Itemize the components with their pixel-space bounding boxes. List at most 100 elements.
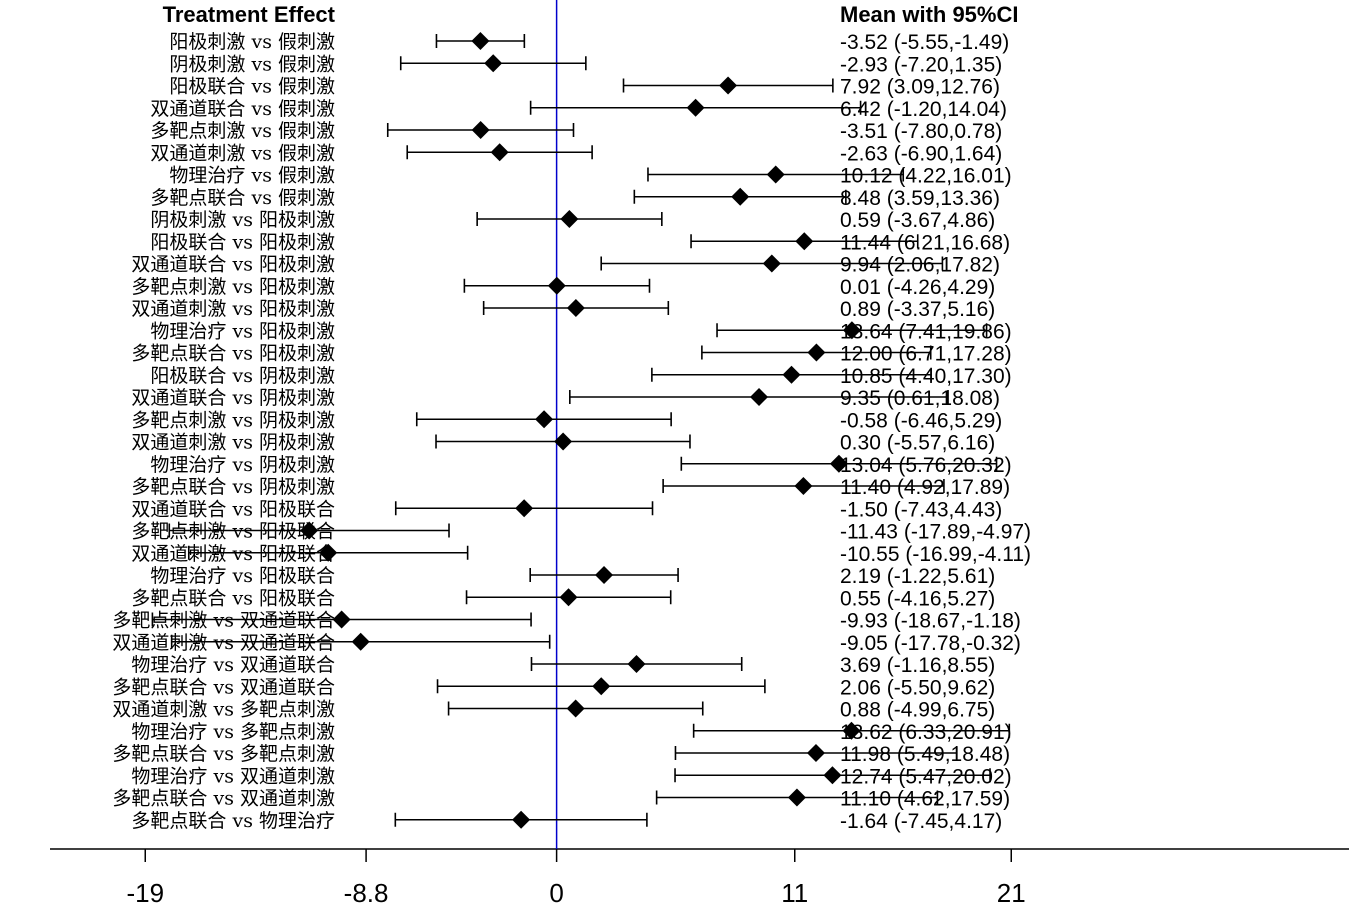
ci-value-label: 12.00 (6.71,17.28) [840,343,1012,366]
mean-marker [560,210,579,228]
x-tick-label: 0 [549,878,563,908]
comparison-label: 多靶点联合 vs 物理治疗 [131,810,335,832]
ci-value-label: 0.55 (-4.16,5.27) [840,587,995,610]
ci-value-label: 13.64 (7.41,19.86) [840,320,1012,343]
forest-row: 物理治疗 vs 阴极刺激 13.04 (5.76,20.32) [150,454,1011,477]
forest-row: 阴极刺激 vs 假刺激 -2.93 (-7.20,1.35) [169,53,1002,76]
ci-value-label: 0.89 (-3.37,5.16) [840,298,995,321]
comparison-label: 物理治疗 vs 多靶点刺激 [131,721,335,743]
ci-value-label: 11.44 (6.21,16.68) [840,231,1010,254]
forest-row: 多靶点联合 vs 物理治疗 -1.64 (-7.45,4.17) [131,810,1002,833]
ci-value-label: 3.69 (-1.16,8.55) [840,654,995,677]
forest-row: 双通道刺激 vs 假刺激 -2.63 (-6.90,1.64) [150,142,1002,165]
forest-row: 双通道联合 vs 阴极刺激 9.35 (0.61,18.08) [131,387,1000,410]
forest-row: 多靶点联合 vs 阴极刺激 11.40 (4.92,17.89) [131,476,1010,499]
rows-layer: 阳极刺激 vs 假刺激 -3.52 (-5.55,-1.49)阴极刺激 vs 假刺… [112,31,1031,833]
mean-marker [566,299,585,317]
forest-row: 多靶点联合 vs 假刺激 8.48 (3.59,13.36) [150,187,1000,210]
comparison-label: 多靶点联合 vs 阳极刺激 [131,343,335,365]
forest-row: 多靶点联合 vs 多靶点刺激 11.98 (5.49,18.48) [112,743,1010,766]
ci-value-label: 2.19 (-1.22,5.61) [840,565,995,588]
mean-marker [554,432,573,451]
forest-row: 双通道联合 vs 假刺激 6.42 (-1.20,14.04) [150,98,1007,121]
ci-value-label: 10.12 (4.22,16.01) [840,165,1012,188]
forest-row: 双通道联合 vs 阳极联合 -1.50 (-7.43,4.43) [131,498,1002,521]
comparison-label: 双通道刺激 vs 阳极联合 [131,543,335,565]
comparison-label: 多靶点联合 vs 阳极联合 [131,587,335,609]
comparison-label: 双通道联合 vs 假刺激 [150,98,335,120]
comparison-label: 双通道刺激 vs 阴极刺激 [131,432,335,454]
ci-value-label: -9.05 (-17.78,-0.32) [840,632,1021,655]
mean-marker [782,365,801,384]
ci-value-label: 9.94 (2.06,17.82) [840,254,1000,277]
mean-marker [731,187,750,206]
ci-value-label: -0.58 (-6.46,5.29) [840,409,1002,432]
forest-row: 物理治疗 vs 阳极联合 2.19 (-1.22,5.61) [150,565,995,588]
ci-value-label: 13.62 (6.33,20.91) [840,721,1012,744]
mean-marker [686,98,705,117]
ci-value-label: 0.30 (-5.57,6.16) [840,432,995,455]
ci-value-label: 8.48 (3.59,13.36) [840,187,1000,210]
forest-row: 物理治疗 vs 假刺激 10.12 (4.22,16.01) [169,165,1011,188]
mean-marker [829,454,848,473]
comparison-label: 双通道刺激 vs 阳极刺激 [131,298,335,320]
comparison-label: 阳极联合 vs 假刺激 [169,76,335,98]
comparison-label: 物理治疗 vs 假刺激 [169,165,335,187]
comparison-label: 双通道刺激 vs 双通道联合 [112,632,335,654]
mean-marker [559,588,578,607]
forest-row: 物理治疗 vs 双通道刺激 12.74 (5.47,20.02) [131,765,1011,788]
mean-marker [319,543,338,562]
mean-marker [566,699,585,718]
comparison-label: 双通道刺激 vs 多靶点刺激 [112,699,335,721]
mean-marker [795,232,814,251]
mean-marker [842,321,861,340]
comparison-label: 阴极刺激 vs 阳极刺激 [150,209,335,231]
comparison-label: 多靶点刺激 vs 假刺激 [150,120,335,142]
comparison-label: 物理治疗 vs 双通道刺激 [131,765,335,787]
comparison-label: 多靶点刺激 vs 阳极刺激 [131,276,335,298]
ci-value-label: 11.40 (4.92,17.89) [840,476,1010,499]
x-tick-label: -19 [126,878,164,908]
mean-marker [471,121,490,139]
mean-marker [806,744,825,762]
forest-row: 双通道刺激 vs 阳极刺激 0.89 (-3.37,5.16) [131,298,995,321]
ci-value-label: -3.52 (-5.55,-1.49) [840,31,1009,54]
mean-marker [300,521,319,540]
comparison-label: 多靶点联合 vs 多靶点刺激 [112,743,335,765]
mean-marker [766,165,785,184]
mean-marker [535,410,554,429]
forest-row: 多靶点刺激 vs 假刺激 -3.51 (-7.80,0.78) [150,120,1002,143]
mean-marker [515,499,534,518]
comparison-label: 双通道联合 vs 阳极联合 [131,498,335,520]
ci-value-label: 0.59 (-3.67,4.86) [840,209,995,232]
mean-marker [490,143,509,162]
forest-row: 多靶点刺激 vs 阴极刺激 -0.58 (-6.46,5.29) [131,409,1002,432]
ci-value-label: -3.51 (-7.80,0.78) [840,120,1002,143]
comparison-label: 双通道联合 vs 阴极刺激 [131,387,335,409]
x-tick-label: 21 [997,878,1026,908]
forest-row: 多靶点刺激 vs 双通道联合 -9.93 (-18.67,-1.18) [112,610,1021,633]
comparison-label: 物理治疗 vs 阳极刺激 [150,320,335,342]
mean-marker [547,276,566,295]
comparison-label: 多靶点联合 vs 阴极刺激 [131,476,335,498]
ci-value-label: 2.06 (-5.50,9.62) [840,676,995,699]
forest-row: 物理治疗 vs 双通道联合 3.69 (-1.16,8.55) [131,654,995,677]
forest-row: 多靶点刺激 vs 阳极联合 -11.43 (-17.89,-4.97) [131,521,1031,544]
comparison-label: 双通道刺激 vs 假刺激 [150,142,335,164]
forest-row: 双通道刺激 vs 多靶点刺激 0.88 (-4.99,6.75) [112,699,995,722]
forest-row: 双通道联合 vs 阳极刺激 9.94 (2.06,17.82) [131,254,1000,277]
forest-row: 阴极刺激 vs 阳极刺激 0.59 (-3.67,4.86) [150,209,995,232]
forest-row: 双通道刺激 vs 双通道联合 -9.05 (-17.78,-0.32) [112,632,1021,655]
mean-marker [719,76,738,95]
forest-row: 物理治疗 vs 多靶点刺激 13.62 (6.33,20.91) [131,721,1011,744]
forest-row: 多靶点刺激 vs 阳极刺激 0.01 (-4.26,4.29) [131,276,995,299]
mean-marker [807,343,826,362]
ci-value-label: -1.50 (-7.43,4.43) [840,498,1002,521]
forest-row: 物理治疗 vs 阳极刺激 13.64 (7.41,19.86) [150,320,1011,343]
comparison-label: 物理治疗 vs 阴极刺激 [150,454,335,476]
treatment-effect-header: Treatment Effect [163,2,336,27]
comparison-label: 物理治疗 vs 阳极联合 [150,565,335,587]
comparison-label: 阴极刺激 vs 假刺激 [169,53,335,75]
comparison-label: 多靶点联合 vs 假刺激 [150,187,335,209]
